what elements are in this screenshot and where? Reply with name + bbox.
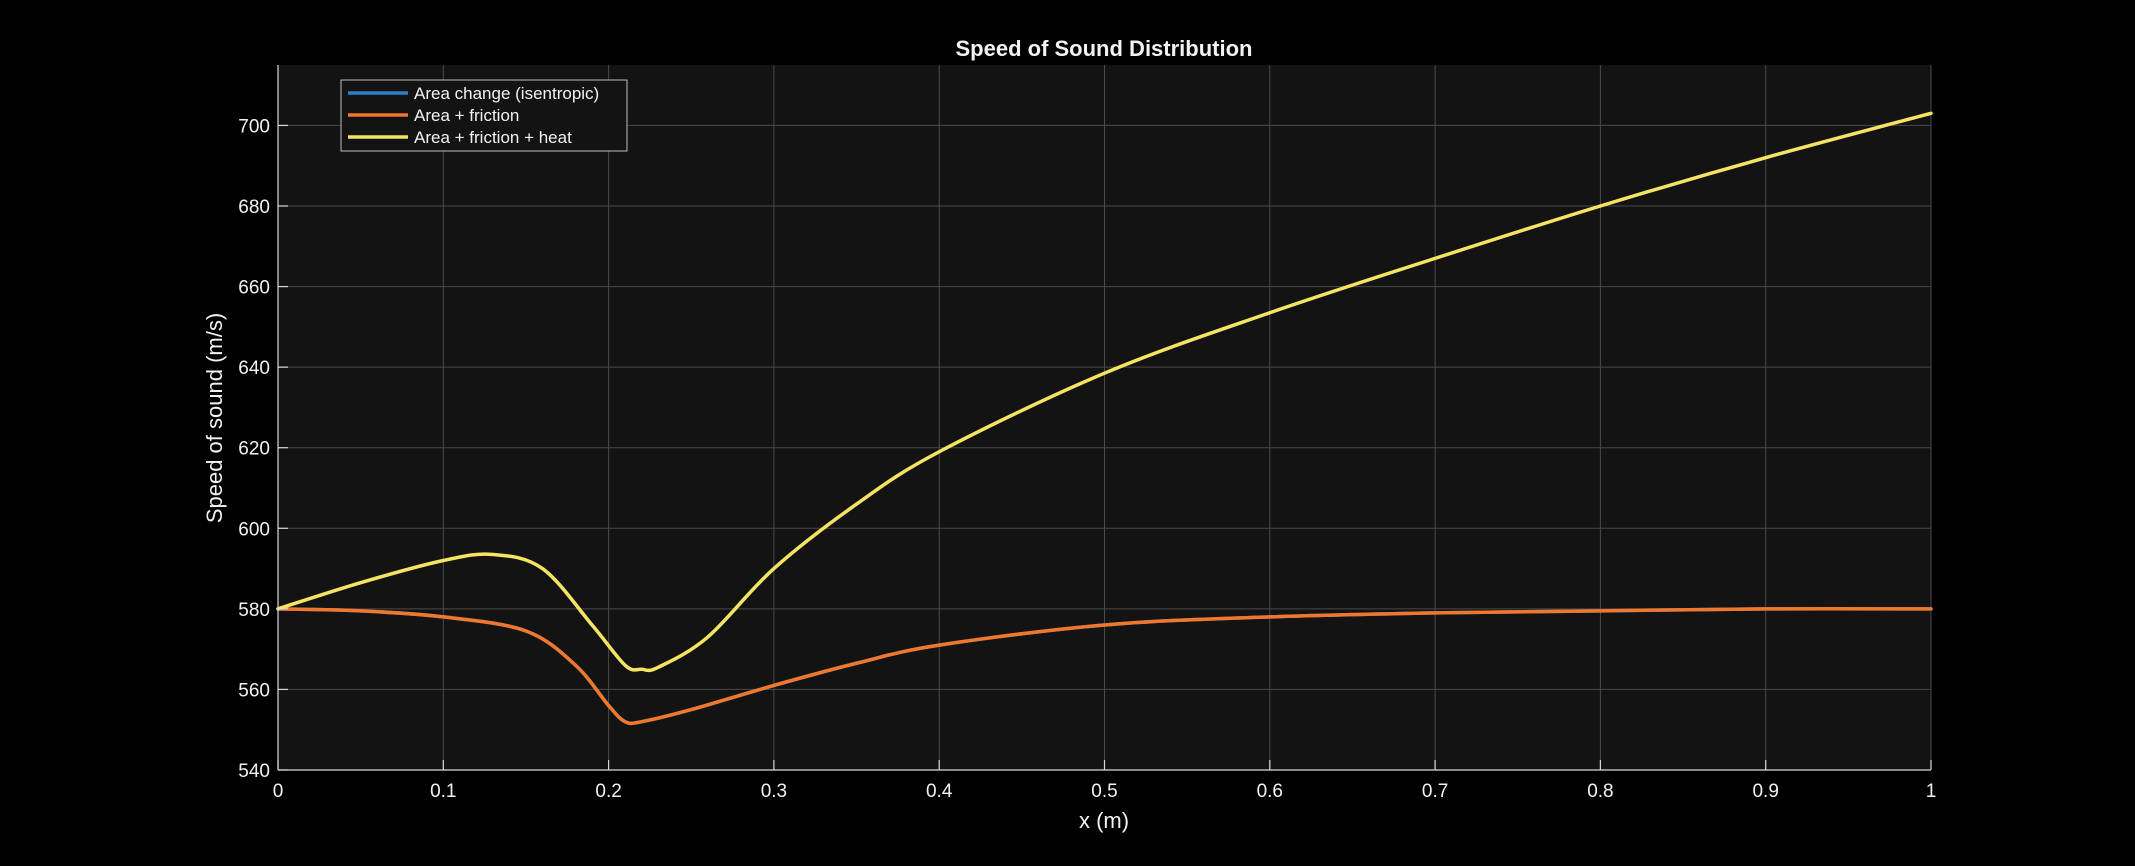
- x-tick-label: 0.7: [1422, 781, 1448, 802]
- y-tick-label: 560: [238, 680, 270, 701]
- y-tick-label: 580: [238, 600, 270, 621]
- x-tick-label: 0.9: [1752, 781, 1778, 802]
- series-line-3: [276, 111, 1933, 673]
- x-tick-label: 0.6: [1257, 781, 1283, 802]
- x-tick-label: 0.4: [926, 781, 953, 802]
- chart-title: Speed of Sound Distribution: [956, 36, 1253, 61]
- x-tick-labels: 0 0.1 0.2 0.3 0.4 0.5 0.6 0.7 0.8 0.9 1: [273, 781, 1937, 802]
- legend-label-2: Area + friction: [414, 106, 519, 125]
- x-tick-label: 0.2: [595, 781, 621, 802]
- series-lines: [276, 111, 1933, 726]
- x-tick-label: 0: [273, 781, 284, 802]
- y-tick-label: 680: [238, 197, 270, 218]
- x-tick-label: 0.5: [1091, 781, 1117, 802]
- x-tick-label: 1: [1926, 781, 1937, 802]
- axes: [277, 65, 1932, 771]
- y-tick-labels: 540 560 580 600 620 640 660 680 700: [238, 116, 270, 782]
- x-tick-label: 0.8: [1587, 781, 1613, 802]
- x-tick-label: 0.1: [430, 781, 456, 802]
- y-axis-label: Speed of sound (m/s): [202, 313, 227, 523]
- x-tick-label: 0.3: [761, 781, 787, 802]
- legend: Area change (isentropic) Area + friction A…: [340, 79, 628, 152]
- x-axis-label: x (m): [1079, 808, 1129, 833]
- y-tick-label: 600: [238, 519, 270, 540]
- y-tick-label: 620: [238, 439, 270, 460]
- y-tick-label: 700: [238, 116, 270, 137]
- y-tick-label: 640: [238, 358, 270, 379]
- series-line-2: [276, 606, 1933, 726]
- legend-label-1: Area change (isentropic): [414, 84, 599, 103]
- legend-label-3: Area + friction + heat: [414, 128, 572, 147]
- y-tick-label: 540: [238, 761, 270, 782]
- y-tick-label: 660: [238, 278, 270, 299]
